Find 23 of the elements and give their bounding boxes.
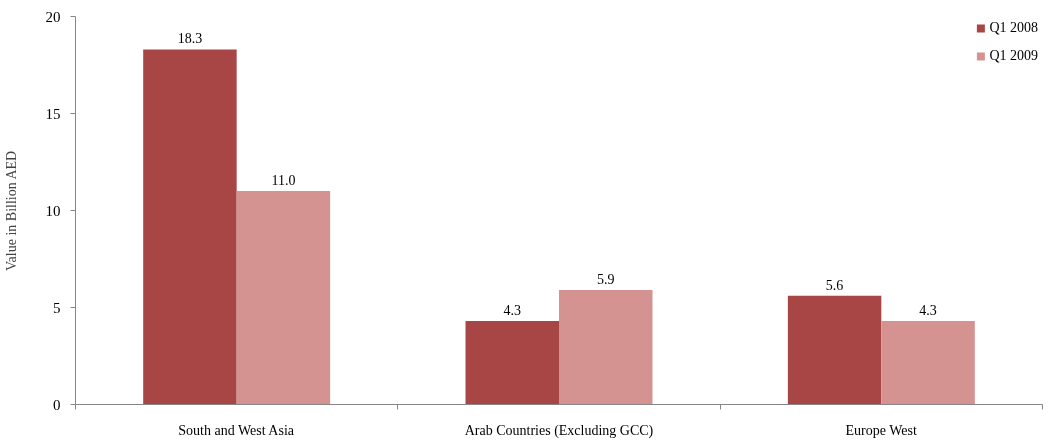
bar (787, 295, 882, 405)
legend-label: Q1 2008 (989, 20, 1038, 36)
y-tick-label: 5 (53, 299, 61, 316)
bar (465, 321, 559, 405)
data-label: 4.3 (503, 303, 522, 319)
y-tick-label: 10 (45, 202, 61, 219)
bar (143, 49, 237, 405)
x-tick-label: Arab Countries (Excluding GCC) (464, 422, 654, 439)
data-label: 18.3 (177, 31, 203, 47)
data-label: 11.0 (271, 173, 296, 189)
y-tick-label: 0 (53, 396, 61, 413)
x-tick-label: Europe West (845, 422, 917, 438)
bar (236, 191, 331, 405)
y-axis-title: Value in Billion AED (3, 150, 19, 271)
data-label: 4.3 (919, 303, 937, 319)
bar (559, 290, 653, 405)
data-label: 5.9 (596, 272, 615, 288)
y-tick-label: 15 (45, 105, 61, 122)
y-tick-label: 20 (45, 8, 61, 25)
bar (881, 321, 975, 405)
x-tick-label: South and West Asia (178, 422, 295, 438)
legend-label: Q1 2009 (989, 48, 1038, 64)
data-label: 5.6 (825, 277, 844, 293)
